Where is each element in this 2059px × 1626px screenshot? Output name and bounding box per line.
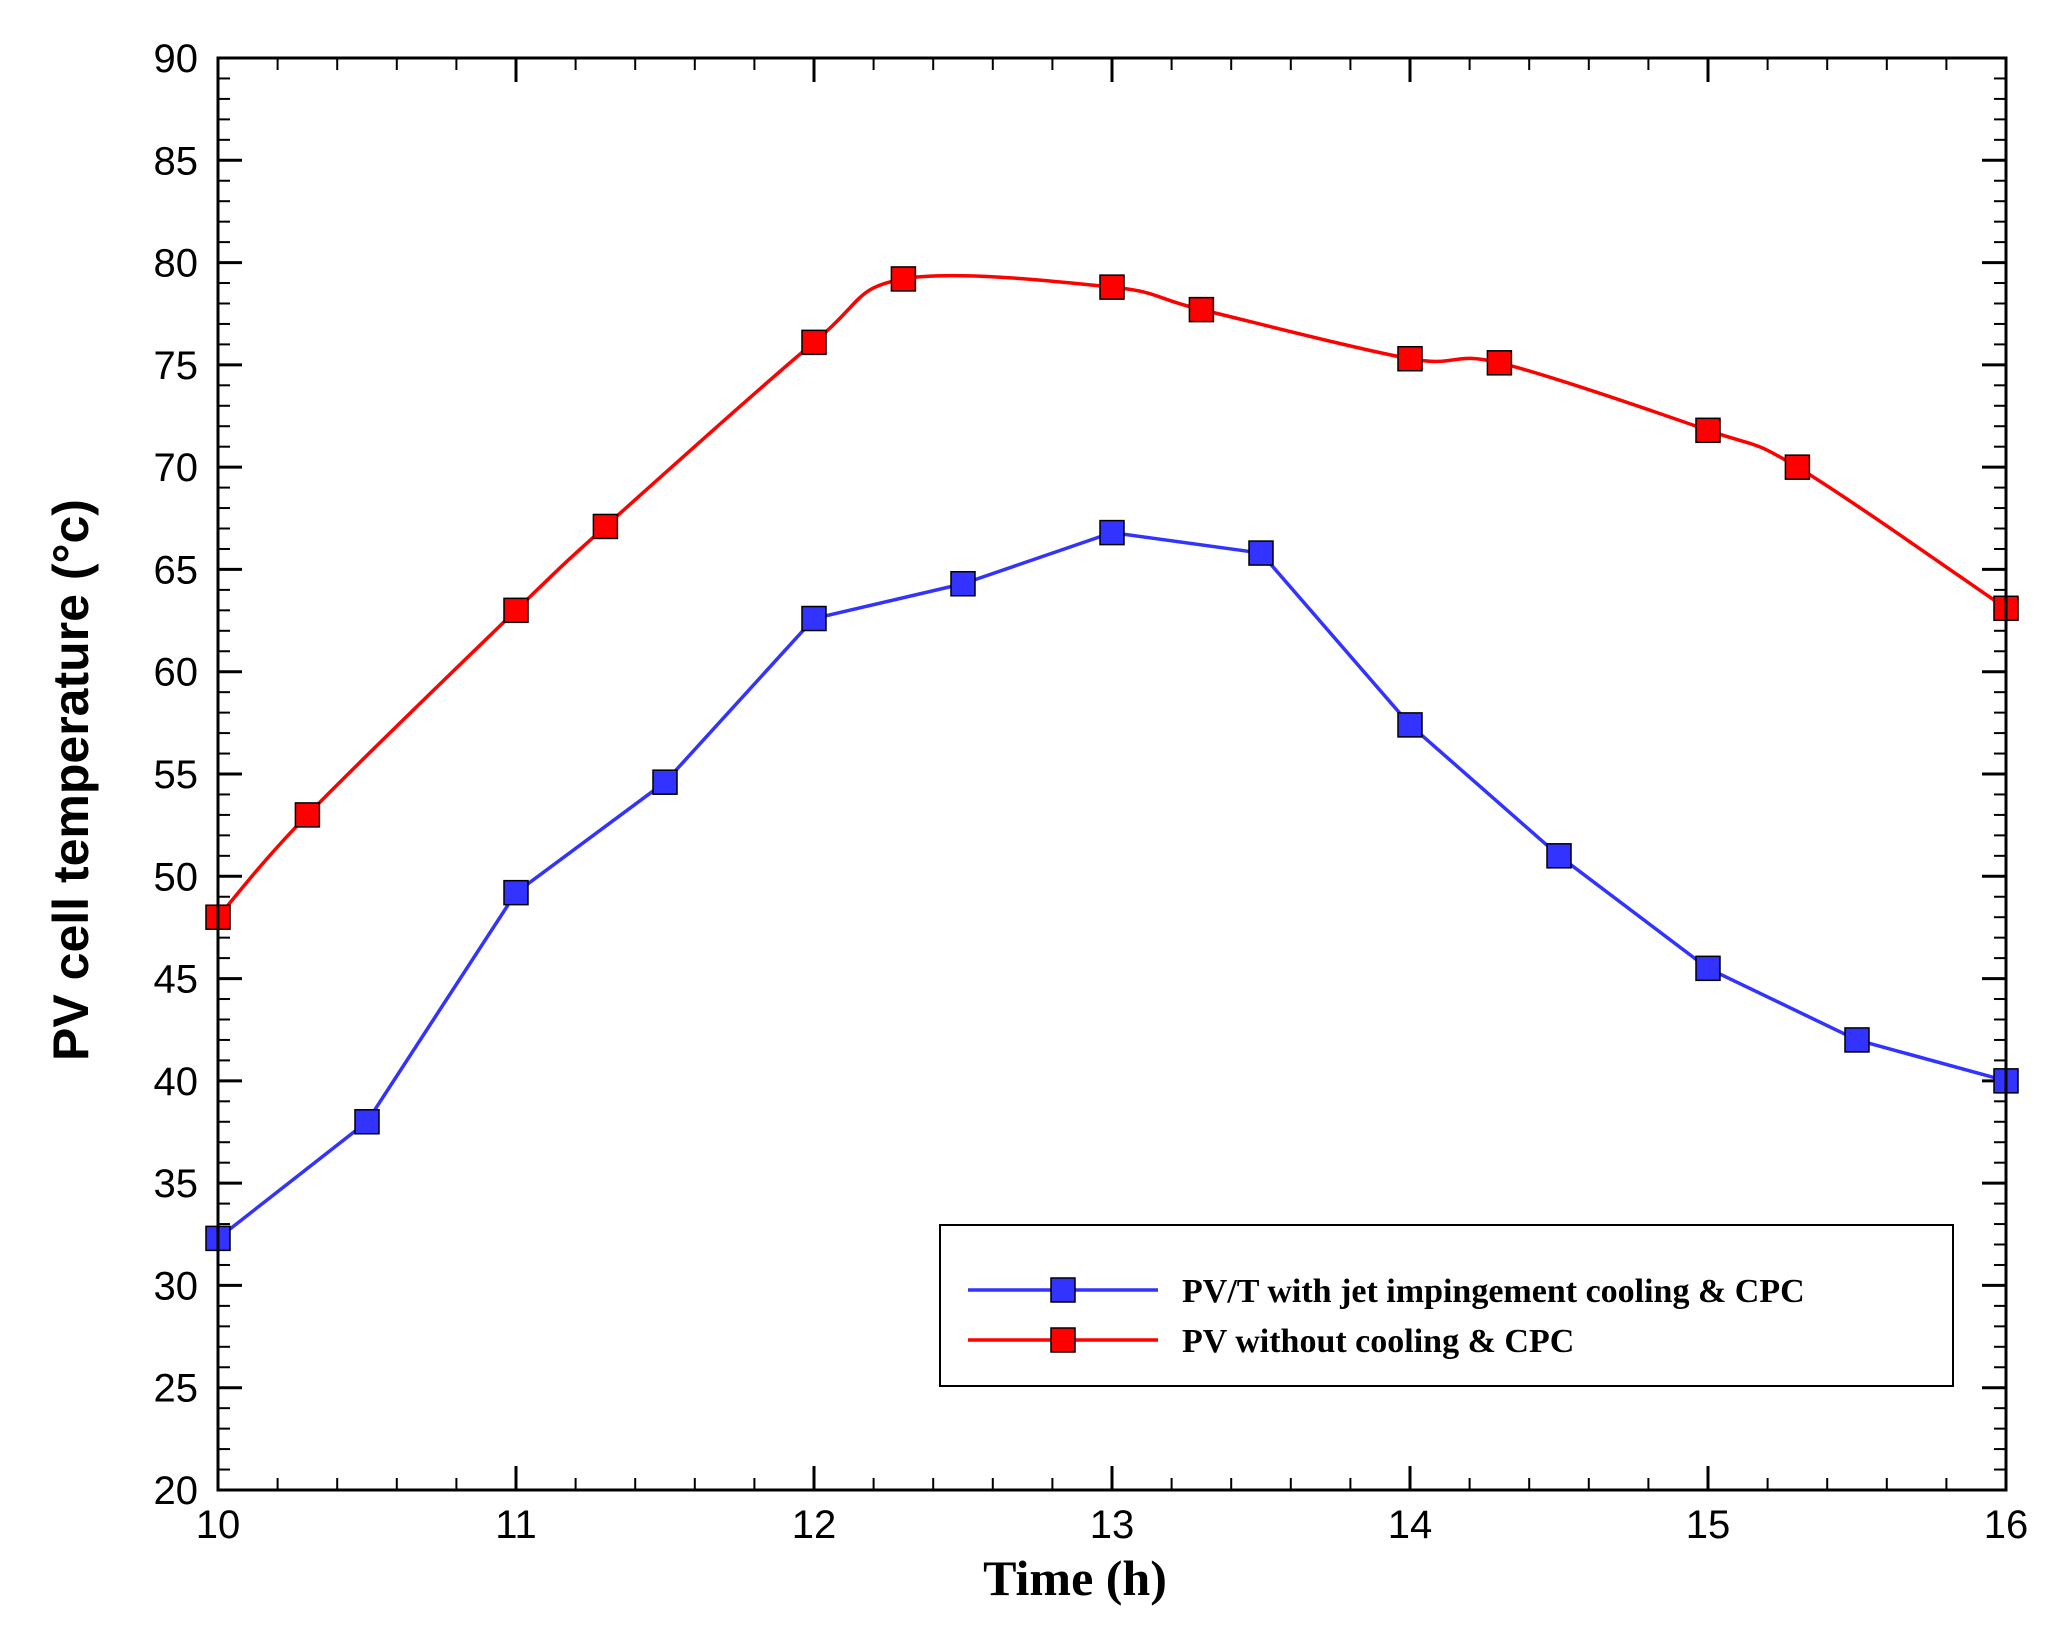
y-tick-label: 60 <box>154 651 199 695</box>
y-tick-label: 50 <box>154 855 199 899</box>
y-tick-label: 45 <box>154 958 199 1002</box>
y-tick-label: 25 <box>154 1367 199 1411</box>
y-tick-label: 80 <box>154 242 199 286</box>
x-tick-label: 15 <box>1686 1503 1731 1547</box>
y-tick-label: 90 <box>154 37 199 81</box>
data-point-series-2 <box>1695 417 1721 444</box>
x-tick-label: 12 <box>792 1503 837 1547</box>
legend-label-series-1: PV/T with jet impingement cooling & CPC <box>1182 1273 1805 1310</box>
data-point-series-1 <box>652 769 678 795</box>
y-tick-label: 35 <box>154 1162 199 1206</box>
data-point-series-1 <box>1099 519 1125 546</box>
series-markers <box>205 266 2019 1252</box>
legend: PV/T with jet impingement cooling & CPC … <box>939 1224 1954 1387</box>
data-point-series-2 <box>592 513 619 540</box>
series-lines <box>216 273 2007 1240</box>
data-point-series-2 <box>1397 345 1423 372</box>
data-point-series-1 <box>354 1109 380 1135</box>
data-point-series-1 <box>801 605 827 632</box>
legend-marker-series-2 <box>1050 1327 1076 1353</box>
plot-area-frame <box>216 56 2008 1492</box>
data-point-series-2 <box>1099 274 1125 300</box>
data-point-series-2 <box>1486 350 1513 376</box>
y-tick-label: 20 <box>154 1469 199 1513</box>
data-point-series-1 <box>950 570 976 597</box>
data-point-series-1 <box>1695 955 1721 982</box>
data-point-series-1 <box>1546 843 1572 869</box>
series-line-2 <box>216 273 2007 919</box>
y-tick-label: 55 <box>154 753 199 797</box>
data-point-series-1 <box>503 879 529 906</box>
y-tick-label: 40 <box>154 1060 199 1104</box>
data-point-series-2 <box>801 329 827 356</box>
y-tick-label: 30 <box>154 1264 199 1308</box>
legend-marker-series-1 <box>1050 1277 1076 1303</box>
x-tick-label: 14 <box>1388 1503 1433 1547</box>
tick-labels: 10 11 12 13 14 15 16 20 25 30 35 40 45 50 55 60 65 70 75 80… <box>154 37 2029 1547</box>
y-tick-label: 70 <box>154 446 199 490</box>
y-tick-label: 75 <box>154 344 199 388</box>
data-point-series-1 <box>1844 1027 1870 1053</box>
x-tick-label: 11 <box>495 1503 537 1547</box>
x-tick-label: 13 <box>1090 1503 1135 1547</box>
data-point-series-2 <box>890 266 917 292</box>
y-axis-title: PV cell temperature (°c) <box>43 499 99 1061</box>
x-tick-label: 10 <box>196 1503 241 1547</box>
legend-box <box>939 1224 1954 1387</box>
data-point-series-2 <box>1784 454 1811 480</box>
data-point-series-2 <box>294 802 321 828</box>
legend-label-series-2: PV without cooling & CPC <box>1182 1323 1574 1360</box>
y-tick-label: 85 <box>154 139 199 183</box>
data-point-series-2 <box>1188 296 1215 323</box>
data-point-series-1 <box>1397 712 1423 738</box>
x-tick-label: 16 <box>1984 1503 2029 1547</box>
y-tick-label: 65 <box>154 548 199 592</box>
x-axis-title: Time (h) <box>983 1550 1167 1606</box>
data-point-series-2 <box>503 597 529 624</box>
data-point-series-1 <box>1248 540 1274 566</box>
